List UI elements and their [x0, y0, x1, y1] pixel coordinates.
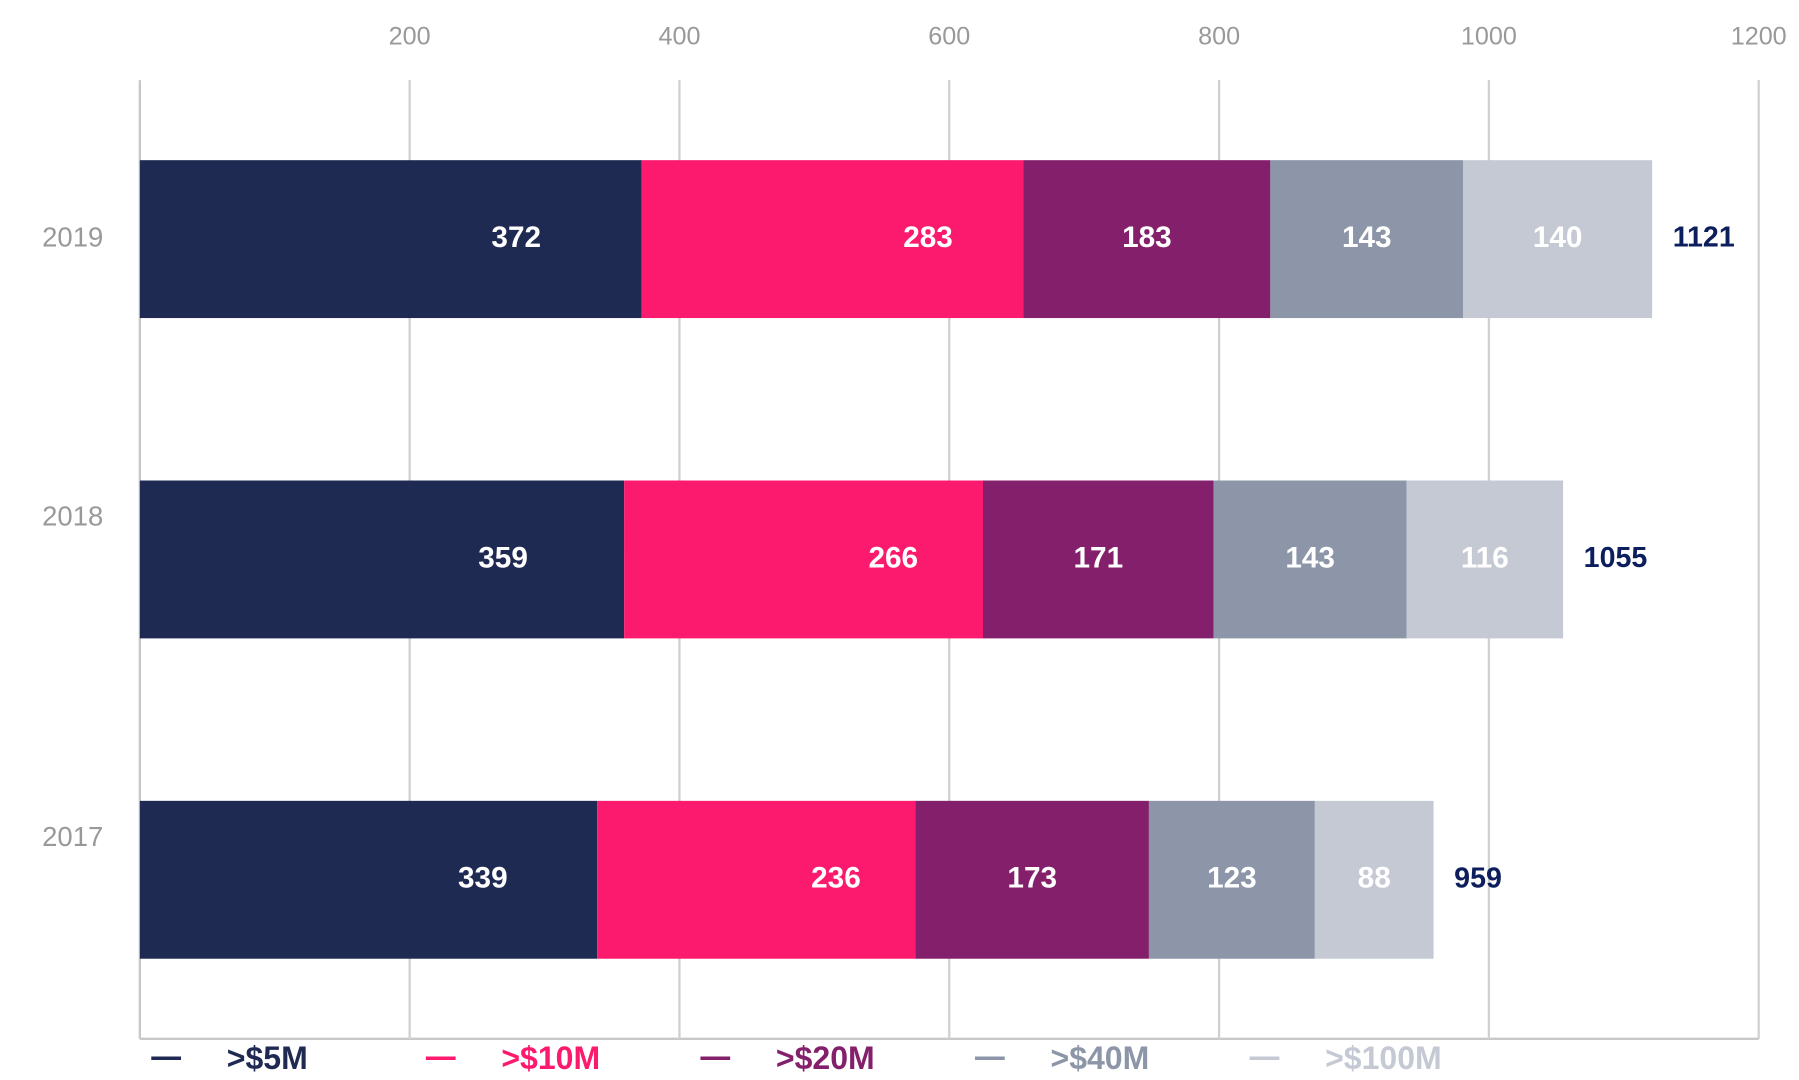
- legend-label: >$5M: [227, 1040, 308, 1076]
- y-tick-label: 2017: [42, 821, 103, 852]
- y-tick-label: 2019: [42, 221, 103, 252]
- bar-segment: [139, 160, 642, 319]
- bar-segment: [1406, 480, 1564, 639]
- legend-label: >$10M: [501, 1040, 600, 1076]
- data-label: 140: [1533, 221, 1583, 254]
- data-label: 283: [903, 221, 953, 254]
- data-label: 123: [1207, 862, 1257, 895]
- bar-segment: [641, 160, 1024, 319]
- bar-segment: [1148, 800, 1315, 959]
- x-tick-label: 400: [658, 22, 700, 50]
- legend-label: >$100M: [1325, 1040, 1442, 1076]
- data-label: 372: [491, 221, 541, 254]
- bar-segment: [1463, 160, 1653, 319]
- x-tick-label: 800: [1198, 22, 1240, 50]
- legend-label: >$20M: [776, 1040, 875, 1076]
- data-label: 266: [868, 541, 918, 574]
- bar-segment: [139, 480, 625, 639]
- x-tick-label: 200: [389, 22, 431, 50]
- bar-segment: [915, 800, 1149, 959]
- data-label: 143: [1285, 541, 1335, 574]
- bar-segment: [597, 800, 916, 959]
- data-label: 183: [1122, 221, 1172, 254]
- legend-label: >$40M: [1051, 1040, 1150, 1076]
- y-tick-label: 2018: [42, 501, 103, 532]
- data-label: 88: [1358, 862, 1391, 895]
- total-label: 1055: [1584, 542, 1648, 574]
- total-label: 959: [1454, 862, 1502, 894]
- bar-segment: [1270, 160, 1464, 319]
- bar-segment: [139, 800, 598, 959]
- data-label: 171: [1074, 541, 1124, 574]
- x-tick-label: 1200: [1731, 22, 1787, 50]
- bar-segment: [1213, 480, 1407, 639]
- data-label: 173: [1007, 862, 1057, 895]
- data-label: 339: [458, 862, 508, 895]
- total-label: 1121: [1673, 222, 1735, 254]
- data-label: 143: [1342, 221, 1392, 254]
- bar-segment: [982, 480, 1214, 639]
- data-label: 116: [1461, 541, 1509, 574]
- bar-segment: [1023, 160, 1271, 319]
- data-label: 236: [811, 862, 861, 895]
- x-tick-label: 600: [928, 22, 970, 50]
- bar-segment: [1314, 800, 1434, 959]
- data-label: 359: [478, 541, 528, 574]
- bar-segment: [624, 480, 983, 639]
- x-tick-label: 1000: [1461, 22, 1517, 50]
